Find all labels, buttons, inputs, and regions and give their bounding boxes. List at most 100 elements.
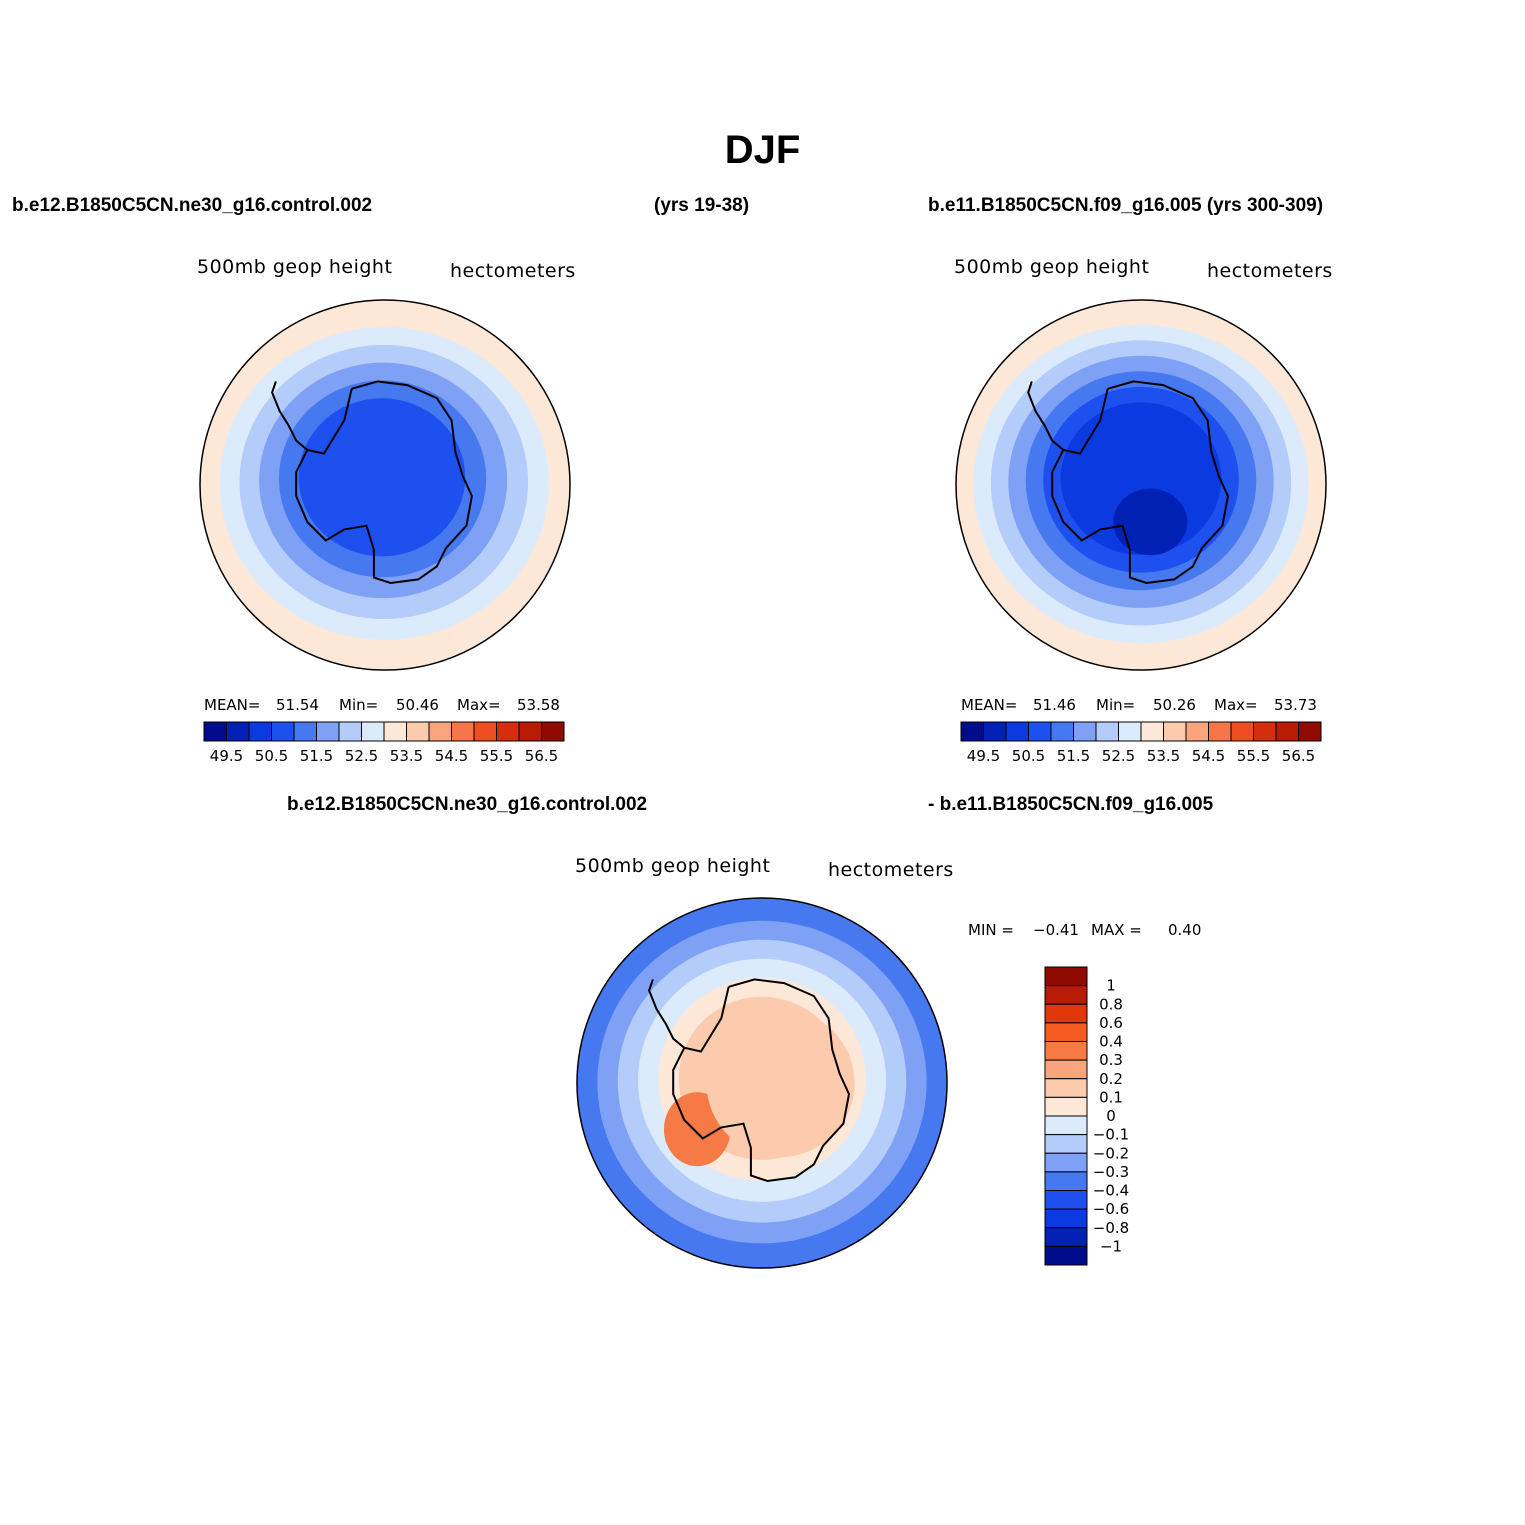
panel1-colorbar-box-5: [316, 721, 340, 742]
panel2-map: [956, 300, 1326, 670]
panel3-colorbar-tick-label: 0.2: [1099, 1070, 1123, 1088]
panel3-colorbar-box-0: [1044, 966, 1088, 987]
antarctic-peninsula: [648, 979, 685, 1049]
panel2-colorbar-box-1: [983, 721, 1007, 742]
panel3-colorbar-box-1: [1044, 985, 1088, 1005]
map-band-3: [1008, 355, 1274, 608]
panel3-colorbar-box-7: [1044, 1096, 1088, 1117]
panel2-colorbar-box-7: [1118, 721, 1142, 742]
panel2-colorbar-box-12: [1230, 721, 1254, 742]
panel3-variable-label: 500mb geop height: [575, 855, 771, 877]
panel1-colorbar-box-4: [293, 721, 317, 742]
map-band-4: [278, 380, 487, 578]
panel2-colorbar-box-10: [1185, 721, 1209, 742]
panel2-colorbar-tick-label: 53.5: [1147, 747, 1180, 765]
panel1-colorbar-box-12: [473, 721, 497, 742]
panel2-units-label: hectometers: [1207, 260, 1333, 282]
panel3-map-border: [576, 897, 948, 1269]
panel2-map-border: [955, 299, 1327, 671]
panel2-colorbar-box-0: [960, 721, 984, 742]
figure-title: DJF: [724, 128, 801, 172]
panel2-min-value: 50.26: [1153, 696, 1196, 714]
panel3-colorbar-tick-label: −0.4: [1093, 1182, 1129, 1200]
panel3-colorbar-tick-label: 0.3: [1099, 1051, 1123, 1069]
map-band-1: [973, 324, 1309, 644]
panel1-max-value: 53.58: [517, 696, 560, 714]
panel1-colorbar-box-0: [203, 721, 227, 742]
panel3-colorbar-tick-label: −0.3: [1093, 1163, 1129, 1181]
panel3-colorbar-tick-label: −1: [1100, 1237, 1122, 1255]
panel3-units-label: hectometers: [828, 859, 954, 881]
panel2-mean-value: 51.46: [1033, 696, 1076, 714]
panel3-colorbar-box-2: [1044, 1003, 1088, 1024]
panel3-map: [577, 898, 947, 1268]
panel1-colorbar-box-1: [226, 721, 250, 742]
panel3-colorbar-tick-label: 1: [1106, 977, 1116, 995]
panel1-colorbar-tick-label: 56.5: [525, 747, 558, 765]
panel2-colorbar-box-14: [1275, 721, 1299, 742]
antarctic-peninsula: [271, 381, 308, 451]
map-band-extreme: [1113, 488, 1188, 556]
map-band-0: [200, 300, 570, 670]
panel3-colorbar-box-15: [1044, 1245, 1088, 1266]
panel3-colorbar-box-13: [1044, 1208, 1088, 1229]
panel2-mean-label: MEAN=: [961, 696, 1018, 714]
map-band-1: [597, 920, 927, 1244]
panel1-variable-label: 500mb geop height: [197, 256, 393, 278]
map-band-1: [219, 327, 550, 640]
panel1-min-value: 50.46: [396, 696, 439, 714]
panel3-colorbar-box-4: [1044, 1041, 1088, 1061]
panel1-units-label: hectometers: [450, 260, 576, 282]
map-band-0: [956, 300, 1326, 670]
panel2-colorbar-box-5: [1073, 721, 1097, 742]
panel3-colorbar-tick-label: 0.4: [1099, 1033, 1123, 1051]
panel3-max-value: 0.40: [1168, 921, 1202, 939]
panel1-colorbar-box-7: [361, 721, 385, 742]
panel2-colorbar-box-3: [1028, 721, 1052, 742]
panel2-colorbar-tick-label: 52.5: [1102, 747, 1135, 765]
panel1-max-label: Max=: [457, 696, 501, 714]
map-band-2: [990, 340, 1292, 626]
map-band-3: [638, 958, 886, 1202]
header-case-right: b.e11.B1850C5CN.f09_g16.005 (yrs 300-309…: [928, 195, 1324, 216]
panel2-colorbar-tick-label: 54.5: [1192, 747, 1225, 765]
panel2-min-label: Min=: [1096, 696, 1136, 714]
panel2-colorbar-box-2: [1005, 721, 1029, 742]
panel3-colorbar-box-9: [1044, 1134, 1088, 1154]
map-band-2: [239, 344, 529, 620]
panel1-colorbar-box-11: [451, 721, 475, 742]
panel2-colorbar-box-4: [1050, 721, 1074, 742]
map-band-5: [678, 996, 846, 1160]
panel1-colorbar-box-6: [338, 721, 362, 742]
panel3-colorbar-box-5: [1044, 1059, 1088, 1080]
panel3-colorbar-tick-label: −0.2: [1093, 1144, 1129, 1162]
panel1-colorbar-box-2: [248, 721, 272, 742]
panel2-colorbar-tick-label: 51.5: [1057, 747, 1090, 765]
antarctica-coastline: [1051, 380, 1230, 585]
panel3-colorbar-tick-label: 0: [1106, 1107, 1116, 1125]
panel2-colorbar-tick-label: 56.5: [1282, 747, 1315, 765]
antarctica-coastline: [295, 380, 473, 585]
panel3-colorbar-tick-label: 0.6: [1099, 1014, 1123, 1032]
panel1-colorbar-tick-label: 53.5: [390, 747, 423, 765]
panel1-colorbar-tick-label: 54.5: [435, 747, 468, 765]
panel2-colorbar-box-15: [1298, 721, 1322, 742]
panel1-colorbar-tick-label: 55.5: [480, 747, 513, 765]
panel2-colorbar-tick-label: 55.5: [1237, 747, 1270, 765]
panel3-colorbar: 10.80.60.40.30.20.10−0.1−0.2−0.3−0.4−0.6…: [1044, 966, 1129, 1266]
panel1-colorbar: 49.5 50.5 51.5 52.5 53.5 54.5 55.5 56.5: [203, 721, 565, 765]
map-band-6: [1060, 402, 1222, 555]
panel1-map: [200, 300, 570, 670]
panel3-colorbar-tick-label: −0.1: [1093, 1126, 1129, 1144]
panel3-colorbar-box-12: [1044, 1190, 1088, 1210]
panel2-max-value: 53.73: [1274, 696, 1317, 714]
panel2-colorbar-box-6: [1095, 721, 1119, 742]
map-band-0: [577, 898, 947, 1268]
panel3-colorbar-tick-label: −0.6: [1093, 1200, 1129, 1218]
header-years-left: (yrs 19-38): [654, 195, 750, 216]
panel1-colorbar-tick-label: 51.5: [300, 747, 333, 765]
panel1-colorbar-box-8: [383, 721, 407, 742]
panel2-colorbar-tick-label: 49.5: [967, 747, 1000, 765]
panel1-colorbar-box-10: [428, 721, 452, 742]
